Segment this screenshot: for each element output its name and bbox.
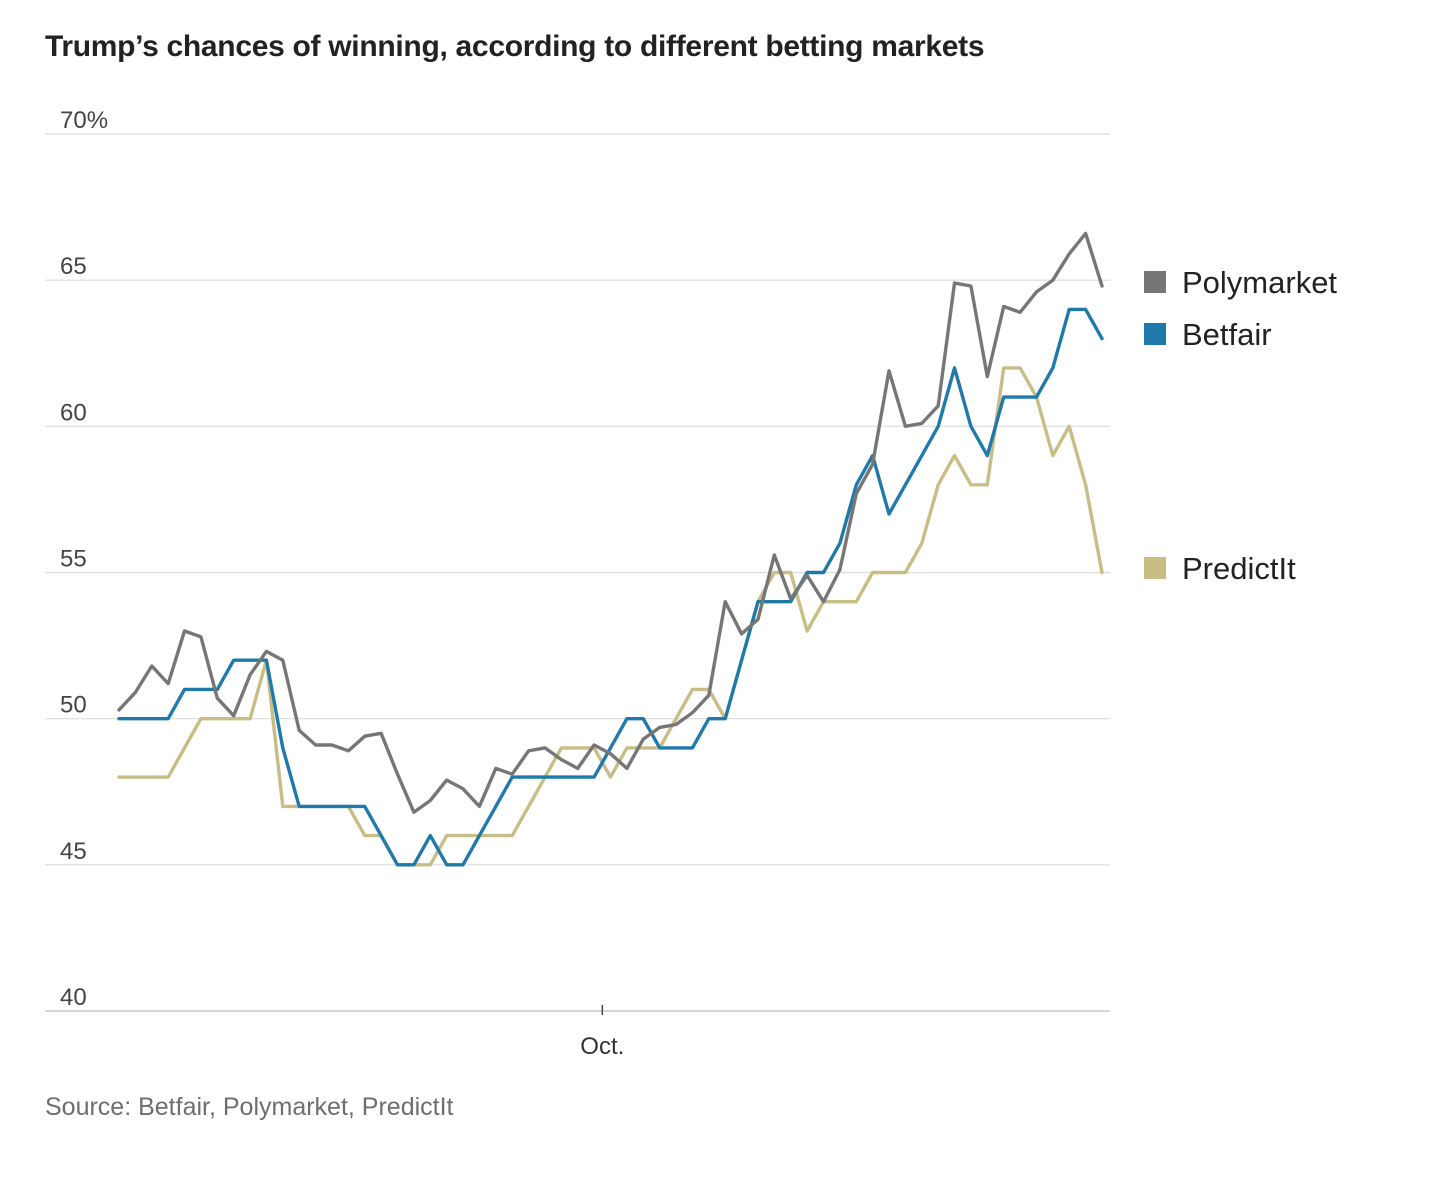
legend-swatch-polymarket bbox=[1144, 271, 1166, 293]
y-tick-label-60: 60 bbox=[60, 399, 87, 426]
grid-lines: 70% 65 60 55 50 45 40 bbox=[45, 107, 1110, 1012]
y-tick-label-40: 40 bbox=[60, 984, 87, 1011]
legend-label-betfair: Betfair bbox=[1182, 317, 1272, 352]
y-tick-label-70: 70% bbox=[60, 107, 108, 134]
legend-swatch-predictit bbox=[1144, 557, 1166, 579]
y-tick-label-45: 45 bbox=[60, 838, 87, 865]
y-tick-label-55: 55 bbox=[60, 546, 87, 573]
series-line-betfair bbox=[117, 307, 1104, 867]
legend-swatch-betfair bbox=[1144, 323, 1166, 345]
source-note: Source: Betfair, Polymarket, PredictIt bbox=[45, 1093, 454, 1121]
series-lines bbox=[117, 231, 1104, 867]
chart-title: Trump’s chances of winning, according to… bbox=[45, 30, 985, 63]
axes: Oct. bbox=[580, 1005, 624, 1060]
series-line-predictit bbox=[117, 366, 1104, 867]
legend-label-predictit: PredictIt bbox=[1182, 551, 1296, 586]
series-line-polymarket bbox=[117, 231, 1104, 814]
y-tick-label-50: 50 bbox=[60, 692, 87, 719]
legend: Polymarket Betfair PredictIt bbox=[1144, 265, 1337, 586]
x-tick-label-oct: Oct. bbox=[580, 1033, 624, 1060]
y-tick-label-65: 65 bbox=[60, 253, 87, 280]
legend-label-polymarket: Polymarket bbox=[1182, 265, 1337, 300]
